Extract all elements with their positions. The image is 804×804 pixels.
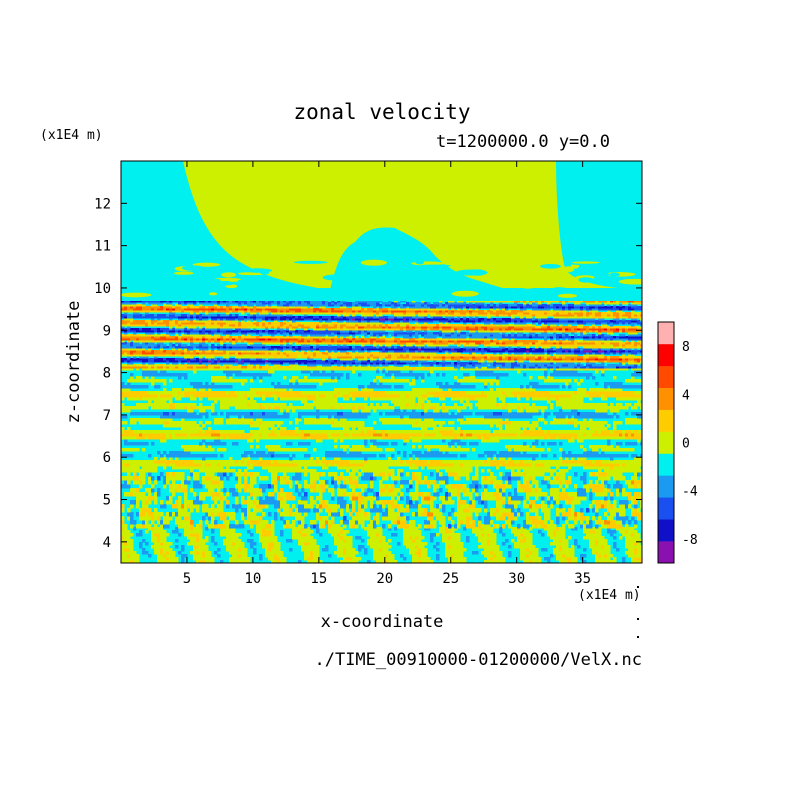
y-tick-label: 11 (94, 239, 111, 255)
center-dome (330, 227, 520, 292)
y-tick-label: 5 (103, 493, 111, 509)
colorbar-swatch (658, 343, 674, 367)
colorbar-swatch (658, 541, 674, 564)
y-tick-label: 6 (103, 450, 111, 466)
colorbar-tick-label: 0 (682, 437, 690, 452)
y-tick-label: 9 (103, 323, 111, 339)
right-flank (556, 161, 642, 290)
contour-field (121, 161, 642, 563)
x-tick-label: 30 (508, 571, 525, 587)
colorbar-tick-label: 4 (682, 388, 690, 403)
colorbar-swatch (658, 387, 674, 410)
x-tick-label: 35 (574, 571, 591, 587)
colorbar-frame (657, 321, 675, 564)
colorbar-swatch (658, 497, 674, 520)
x-tick-label: 15 (310, 571, 327, 587)
y-tick-label: 7 (103, 408, 111, 424)
chart-title: zonal velocity (293, 100, 471, 124)
colorbar-swatch (658, 475, 674, 498)
colorbar-swatch (658, 453, 674, 476)
y-tick-label: 4 (103, 535, 111, 551)
left-flank (121, 161, 330, 296)
x-axis: 5 10 15 20 25 30 35 (183, 161, 591, 587)
x-tick-label: 20 (376, 571, 393, 587)
plot-frame (120, 160, 643, 564)
y-tick-label: 10 (94, 281, 111, 297)
colorbar-swatch (658, 409, 674, 432)
x-tick-label: 5 (183, 571, 191, 587)
y-axis-units: (x1E4 m) (40, 128, 103, 143)
x-tick-label: 10 (244, 571, 261, 587)
colorbar: -8 -4 0 4 8 (657, 321, 698, 564)
y-tick-label: 8 (103, 366, 111, 382)
chart-subtitle: t=1200000.0 y=0.0 (436, 132, 610, 152)
colorbar-swatch (658, 519, 674, 542)
colorbar-tick-label: -4 (682, 485, 698, 500)
y-axis: 4 5 6 7 8 9 10 11 12 (94, 196, 642, 551)
y-axis-label: z-coordinate (64, 300, 84, 424)
unit-marks (637, 586, 639, 638)
colorbar-tick-label: 8 (682, 340, 690, 355)
colorbar-tick-label: -8 (682, 533, 698, 548)
colorbar-swatch (658, 322, 674, 345)
source-file-label: ./TIME_00910000-01200000/VelX.nc (314, 650, 642, 670)
x-tick-label: 25 (442, 571, 459, 587)
colorbar-swatch (658, 431, 674, 454)
colorbar-swatch (658, 365, 674, 389)
y-tick-label: 12 (94, 196, 111, 212)
x-axis-label: x-coordinate (320, 612, 444, 632)
x-axis-units: (x1E4 m) (578, 588, 641, 603)
upper-region (121, 161, 642, 301)
